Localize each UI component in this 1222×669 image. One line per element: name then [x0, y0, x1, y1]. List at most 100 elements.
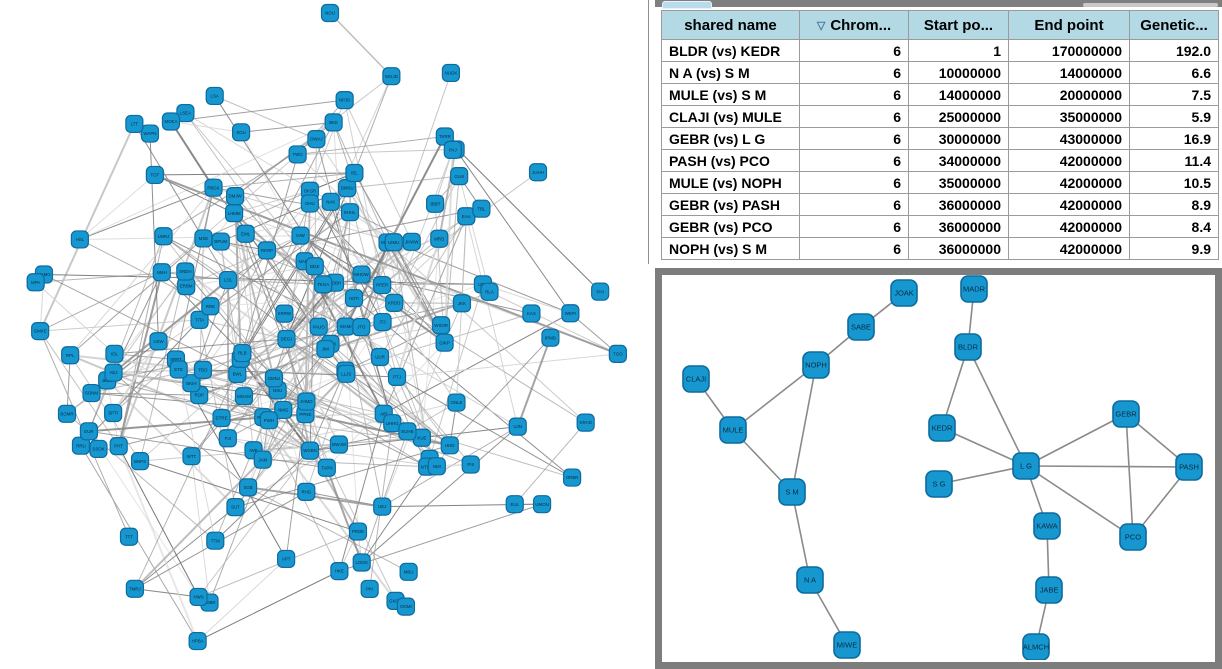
network-node[interactable]: SNDH [176, 262, 195, 281]
network-node[interactable]: NOU [320, 3, 340, 23]
network-node[interactable]: UUR [370, 347, 390, 367]
network-node[interactable]: TOT [145, 165, 164, 185]
value-cell[interactable]: 16.9 [1129, 127, 1219, 150]
value-cell[interactable]: 6.6 [1129, 61, 1219, 84]
network-node[interactable]: JTO [352, 318, 371, 337]
network-edge[interactable] [309, 190, 384, 323]
network-edge[interactable] [112, 279, 229, 374]
network-edge[interactable] [154, 172, 355, 176]
network-node[interactable]: TBO [193, 360, 213, 379]
network-node[interactable]: EUHB [398, 422, 417, 441]
network-edge[interactable] [297, 136, 445, 155]
network-edge[interactable] [69, 187, 214, 356]
network-node[interactable]: IPMD [541, 328, 560, 347]
network-edge[interactable] [114, 353, 176, 360]
table-row[interactable]: GEBR (vs) PCO 6 36000000 42000000 8.4 [661, 215, 1219, 238]
network-node[interactable]: NPJD [335, 91, 354, 110]
value-cell[interactable]: 14000000 [1008, 61, 1130, 84]
value-cell[interactable]: 43000000 [1008, 127, 1130, 150]
network-node[interactable]: LTT [125, 114, 144, 134]
scrollbar-fragment[interactable] [1083, 3, 1218, 7]
network-node[interactable]: WGJD [382, 67, 401, 86]
network-node[interactable]: RLB [233, 343, 252, 363]
network-edge[interactable] [112, 359, 177, 414]
network-node[interactable]: LSA [205, 86, 224, 106]
network-node[interactable]: EUR [79, 422, 99, 441]
network-edge[interactable] [39, 330, 120, 447]
network-edge[interactable] [191, 382, 278, 391]
network-node[interactable]: PPER [373, 275, 392, 295]
network-node[interactable]: GMNJ [264, 369, 283, 388]
value-cell[interactable]: 42000000 [1008, 171, 1130, 194]
table-row[interactable]: N A (vs) S M 6 10000000 14000000 6.6 [661, 61, 1219, 84]
network-node[interactable]: HHD [440, 436, 459, 455]
network-edge[interactable] [516, 337, 552, 427]
network-node[interactable]: N A [796, 566, 824, 594]
network-edge[interactable] [118, 445, 200, 598]
network-node[interactable]: CLAJI [682, 365, 710, 393]
network-node[interactable]: S M [778, 478, 806, 506]
network-node[interactable]: MOEA [161, 112, 181, 131]
network-node[interactable]: KRAD [576, 413, 595, 432]
network-node[interactable]: MSE [194, 229, 213, 248]
value-cell[interactable]: 170000000 [1008, 39, 1130, 62]
network-node[interactable]: JKK [452, 294, 472, 313]
network-edge[interactable] [235, 444, 450, 508]
network-edge[interactable] [233, 212, 362, 328]
value-cell[interactable]: 42000000 [1008, 193, 1130, 216]
network-edge[interactable] [139, 373, 238, 462]
value-cell[interactable]: 6 [799, 39, 909, 62]
network-node[interactable]: TKGA [314, 275, 333, 294]
network-node[interactable]: JOAK [890, 279, 918, 307]
edge-name-cell[interactable]: N A (vs) S M [661, 61, 800, 84]
network-edge[interactable] [39, 123, 136, 332]
network-edge[interactable] [1025, 413, 1127, 467]
network-node[interactable]: BDJI [305, 257, 324, 276]
filter-icon[interactable]: ▽ [816, 19, 826, 32]
edge-name-cell[interactable]: GEBR (vs) L G [661, 127, 800, 150]
network-edge[interactable] [309, 430, 408, 452]
network-node[interactable]: PKI [360, 579, 379, 599]
main-network-panel[interactable]: DWAJROPLHMMDMJWJBEBDEGJPHIPRDENMGMHOWNMH… [0, 0, 655, 669]
network-edge[interactable] [347, 175, 460, 189]
network-node[interactable]: JBBT [425, 194, 445, 213]
network-node[interactable]: UHHG [383, 414, 402, 433]
column-header[interactable]: End point [1008, 10, 1130, 40]
network-node[interactable]: HOTI [344, 289, 364, 308]
network-node[interactable]: KAS [522, 304, 541, 323]
value-cell[interactable]: 6 [799, 215, 909, 238]
network-node[interactable]: WTT [182, 447, 201, 466]
value-cell[interactable]: 42000000 [1008, 215, 1130, 238]
network-node[interactable]: MIWE [833, 631, 861, 659]
network-edge[interactable] [338, 413, 385, 572]
network-node[interactable]: LWRJ [154, 227, 173, 246]
network-edge[interactable] [213, 172, 355, 189]
network-edge[interactable] [305, 212, 351, 402]
edge-name-cell[interactable]: NOPH (vs) S M [661, 237, 800, 260]
network-node[interactable]: JHMO [297, 392, 316, 411]
value-cell[interactable]: 10.5 [1129, 171, 1219, 194]
edge-name-cell[interactable]: MULE (vs) NOPH [661, 171, 800, 194]
value-cell[interactable]: 11.4 [1129, 149, 1219, 172]
network-edge[interactable] [346, 187, 446, 344]
value-cell[interactable]: 6 [799, 83, 909, 106]
network-node[interactable]: EAA [457, 207, 476, 226]
table-row[interactable]: CLAJI (vs) MULE 6 25000000 35000000 5.9 [661, 105, 1219, 128]
network-node[interactable]: PJI [218, 429, 237, 448]
network-edge[interactable] [393, 149, 454, 304]
network-node[interactable]: SGB [239, 478, 258, 497]
network-edge[interactable] [396, 238, 441, 378]
main-network-canvas[interactable]: DWAJROPLHMMDMJWJBEBDEGJPHIPRDENMGMHOWNMH… [0, 0, 655, 669]
value-cell[interactable]: 5.9 [1129, 105, 1219, 128]
value-cell[interactable]: 6 [799, 105, 909, 128]
network-node[interactable]: JIM [316, 339, 335, 359]
network-edge[interactable] [170, 120, 215, 189]
network-edge[interactable] [381, 215, 467, 286]
table-row[interactable]: MULE (vs) S M 6 14000000 20000000 7.5 [661, 83, 1219, 106]
value-cell[interactable]: 20000000 [1008, 83, 1130, 106]
network-edge[interactable] [330, 343, 385, 415]
network-node[interactable]: EML [236, 224, 255, 243]
network-node[interactable]: NUGK [441, 63, 461, 83]
network-node[interactable]: JKWW [402, 232, 421, 251]
value-cell[interactable]: 6 [799, 127, 909, 150]
